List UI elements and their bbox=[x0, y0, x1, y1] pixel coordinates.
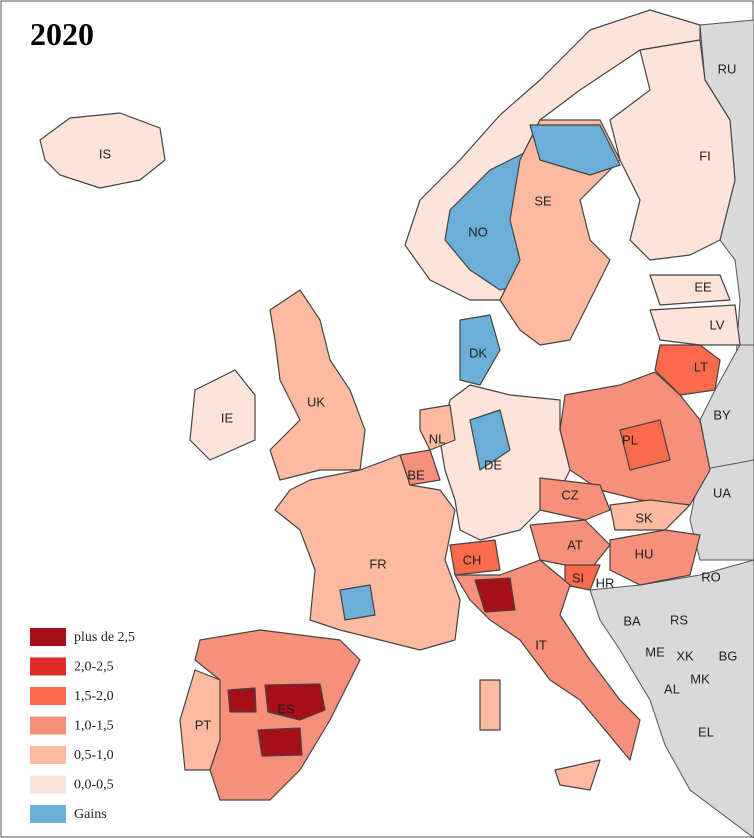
country-label: IE bbox=[221, 410, 234, 425]
legend-label: 0,5-1,0 bbox=[74, 748, 114, 763]
country-label: XK bbox=[676, 648, 694, 663]
country-label: ES bbox=[277, 701, 295, 716]
legend-label: 2,0-2,5 bbox=[74, 660, 114, 675]
country-label: CZ bbox=[561, 487, 578, 502]
country-label: IS bbox=[99, 146, 112, 161]
country-label: AL bbox=[664, 681, 680, 696]
country-labels: RU IS FI SE NO EE LV LT DK BY UK IE NL PL BE DE UA CZ SK AT… bbox=[99, 61, 738, 739]
country-label: NO bbox=[468, 224, 488, 239]
country-label: RU bbox=[718, 61, 737, 76]
country-label: IT bbox=[535, 637, 547, 652]
country-label: EE bbox=[694, 279, 712, 294]
legend-swatch bbox=[30, 657, 66, 676]
country-label: RS bbox=[670, 612, 688, 627]
country-label: AT bbox=[567, 537, 583, 552]
country-label: NL bbox=[429, 431, 446, 446]
map-title: 2020 bbox=[30, 16, 94, 52]
non-eu-land bbox=[589, 19, 754, 838]
legend: plus de 2,5 2,0-2,5 1,5-2,0 1,0-1,5 0,5-1,0 0… bbox=[30, 628, 135, 823]
country-label: UA bbox=[713, 485, 731, 500]
legend-swatch bbox=[30, 716, 66, 735]
legend-label: 0,0-0,5 bbox=[74, 778, 114, 793]
legend-label: Gains bbox=[74, 807, 107, 822]
country-label: PT bbox=[195, 717, 212, 732]
country-label: HU bbox=[635, 546, 654, 561]
country-label: LV bbox=[710, 317, 725, 332]
eu-regions bbox=[39, 9, 741, 801]
country-label: PL bbox=[622, 432, 638, 447]
legend-label: 1,5-2,0 bbox=[74, 689, 114, 704]
country-label: CH bbox=[463, 552, 482, 567]
country-label: SE bbox=[534, 193, 552, 208]
country-label: DE bbox=[484, 457, 502, 472]
country-label: UK bbox=[307, 394, 325, 409]
country-label: DK bbox=[469, 345, 487, 360]
legend-label: plus de 2,5 bbox=[74, 630, 135, 645]
legend-swatch bbox=[30, 775, 66, 794]
country-label: FR bbox=[369, 556, 386, 571]
country-label: SI bbox=[572, 570, 584, 585]
country-label: SK bbox=[635, 510, 653, 525]
country-label: ME bbox=[645, 644, 665, 659]
country-label: RO bbox=[701, 569, 721, 584]
country-label: MK bbox=[690, 671, 710, 686]
country-label: BA bbox=[623, 613, 641, 628]
legend-swatch bbox=[30, 746, 66, 764]
legend-label: 1,0-1,5 bbox=[74, 719, 114, 734]
country-label: BY bbox=[713, 407, 731, 422]
legend-swatch bbox=[30, 687, 66, 705]
country-label: BG bbox=[719, 648, 738, 663]
legend-swatch bbox=[30, 805, 66, 823]
legend-swatch bbox=[30, 628, 66, 646]
country-label: HR bbox=[596, 575, 615, 590]
country-label: BE bbox=[407, 467, 425, 482]
country-label: FI bbox=[699, 148, 711, 163]
country-label: LT bbox=[694, 359, 708, 374]
country-label: EL bbox=[698, 724, 714, 739]
